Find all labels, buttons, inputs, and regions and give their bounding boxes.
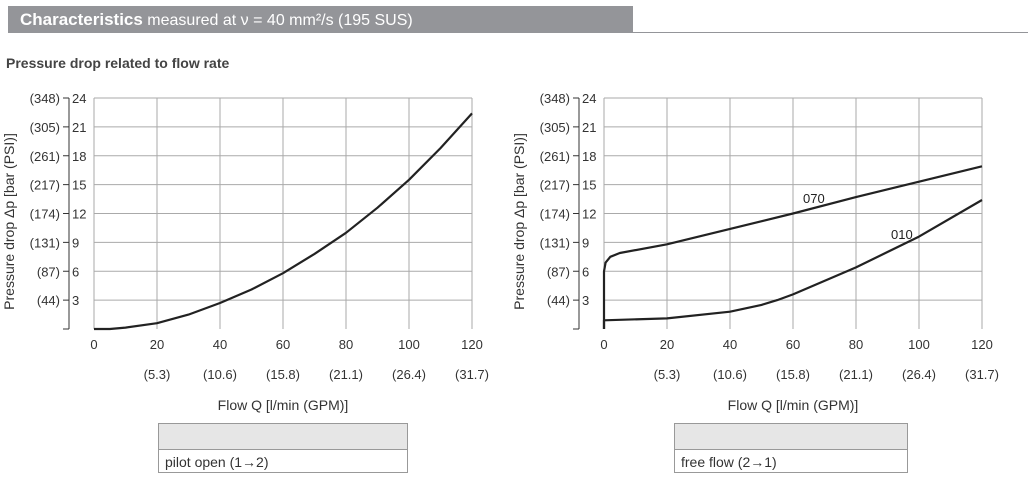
y-tick-label: 6 — [72, 264, 79, 279]
y-tick-label: 3 — [582, 293, 589, 308]
y-tick-label-psi: (174) — [30, 207, 60, 222]
y-tick-label-psi: (87) — [37, 264, 60, 279]
x-tick-label: 60 — [786, 337, 800, 352]
x-axis-label: Flow Q [l/min (GPM)] — [218, 397, 349, 413]
x-tick-label-gpm: (21.1) — [329, 367, 363, 382]
x-tick-label: 100 — [908, 337, 930, 352]
x-tick-label-gpm: (31.7) — [965, 367, 999, 382]
x-tick-label: 20 — [150, 337, 164, 352]
x-tick-label: 80 — [849, 337, 863, 352]
y-tick-label: 24 — [582, 91, 596, 106]
y-tick-label: 21 — [582, 120, 596, 135]
header-subtitle: measured at ν = 40 mm²/s (195 SUS) — [147, 12, 413, 29]
y-tick-label: 6 — [582, 264, 589, 279]
series-line-0 — [94, 112, 473, 331]
x-axis-label: Flow Q [l/min (GPM)] — [728, 397, 859, 413]
y-axis-label: Pressure drop Δp [bar (PSI)] — [511, 133, 527, 310]
x-tick-label: 100 — [398, 337, 420, 352]
y-tick-label-psi: (348) — [30, 91, 60, 106]
y-tick-label: 12 — [582, 207, 596, 222]
y-tick-label: 21 — [72, 120, 86, 135]
x-tick-label: 40 — [723, 337, 737, 352]
x-tick-label: 20 — [660, 337, 674, 352]
y-tick-label-psi: (348) — [540, 91, 570, 106]
y-tick-label: 18 — [582, 149, 596, 164]
y-tick-label: 15 — [582, 178, 596, 193]
y-tick-label: 15 — [72, 178, 86, 193]
x-tick-label-gpm: (21.1) — [839, 367, 873, 382]
x-tick-label-gpm: (5.3) — [654, 367, 681, 382]
y-tick-label-psi: (261) — [540, 149, 570, 164]
x-tick-label: 80 — [339, 337, 353, 352]
y-tick-label-psi: (174) — [540, 207, 570, 222]
series-line-070 — [602, 165, 983, 329]
x-tick-label-gpm: (10.6) — [203, 367, 237, 382]
section-title: Pressure drop related to flow rate — [6, 55, 230, 71]
section-header: Characteristics measured at ν = 40 mm²/s… — [8, 6, 633, 33]
y-tick-label: 9 — [582, 235, 589, 250]
series-line-010 — [602, 199, 983, 329]
header-title: Characteristics — [20, 10, 143, 29]
series-label-010: 010 — [891, 227, 913, 242]
x-tick-label-gpm: (31.7) — [455, 367, 489, 382]
legend-box-right: free flow (2→1) — [674, 423, 908, 473]
y-tick-label-psi: (217) — [540, 178, 570, 193]
x-tick-label: 120 — [461, 337, 483, 352]
y-tick-label-psi: (131) — [30, 235, 60, 250]
x-tick-label-gpm: (15.8) — [266, 367, 300, 382]
x-tick-label-gpm: (15.8) — [776, 367, 810, 382]
y-tick-label-psi: (44) — [547, 293, 570, 308]
x-tick-label: 0 — [600, 337, 607, 352]
y-tick-label: 18 — [72, 149, 86, 164]
x-tick-label: 60 — [276, 337, 290, 352]
y-tick-label: 3 — [72, 293, 79, 308]
y-tick-label-psi: (305) — [540, 120, 570, 135]
series-label-070: 070 — [803, 191, 825, 206]
x-tick-label: 0 — [90, 337, 97, 352]
header-rule — [633, 32, 1028, 33]
x-tick-label-gpm: (26.4) — [902, 367, 936, 382]
y-tick-label: 9 — [72, 235, 79, 250]
x-tick-label-gpm: (5.3) — [144, 367, 171, 382]
x-tick-label: 40 — [213, 337, 227, 352]
y-tick-label-psi: (261) — [30, 149, 60, 164]
y-tick-label-psi: (87) — [547, 264, 570, 279]
y-tick-label-psi: (131) — [540, 235, 570, 250]
y-axis-label: Pressure drop Δp [bar (PSI)] — [1, 133, 17, 310]
legend-box-left: pilot open (1→2) — [158, 423, 408, 473]
y-tick-label: 24 — [72, 91, 86, 106]
x-tick-label: 120 — [971, 337, 993, 352]
y-tick-label-psi: (217) — [30, 178, 60, 193]
y-tick-label: 12 — [72, 207, 86, 222]
y-tick-label-psi: (44) — [37, 293, 60, 308]
x-tick-label-gpm: (26.4) — [392, 367, 426, 382]
legend-text: pilot open (1→2) — [165, 454, 269, 470]
legend-text: free flow (2→1) — [681, 454, 777, 470]
x-tick-label-gpm: (10.6) — [713, 367, 747, 382]
y-tick-label-psi: (305) — [30, 120, 60, 135]
